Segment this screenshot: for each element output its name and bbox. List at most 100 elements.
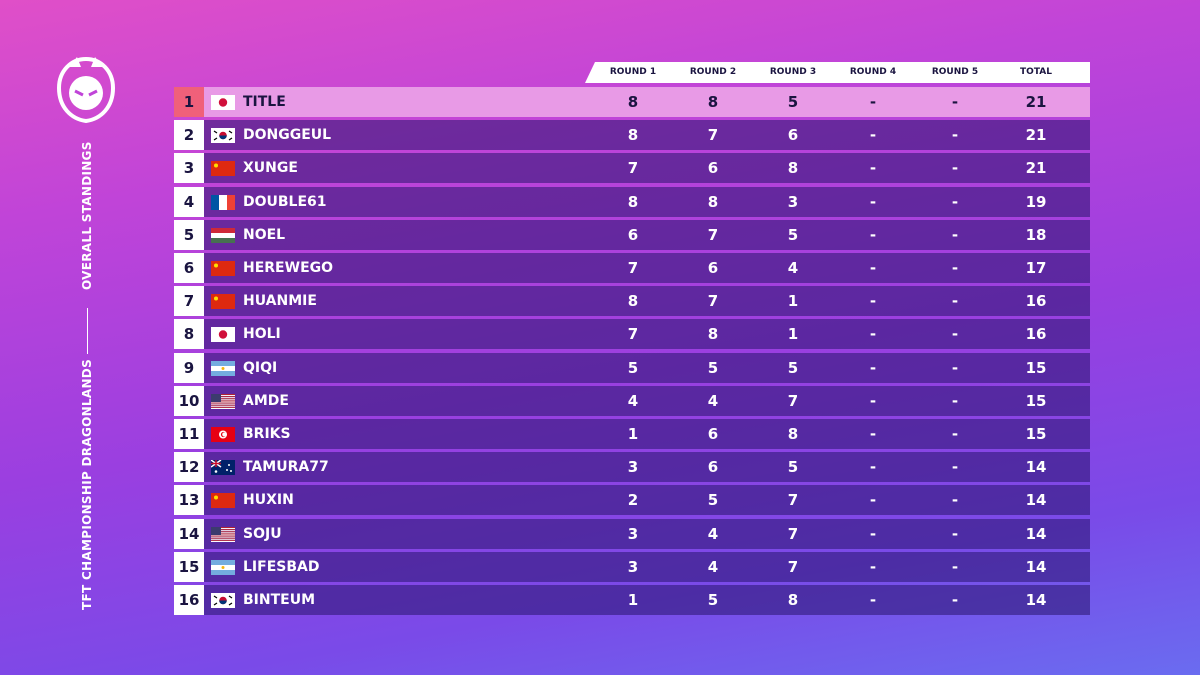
round-points: 7 bbox=[627, 325, 639, 344]
round-points: 7 bbox=[707, 225, 719, 244]
standing-row: 11 BRIKS 1 6 8 - - 15 bbox=[174, 419, 1090, 449]
total-points: 18 bbox=[1025, 225, 1047, 244]
round-points: 6 bbox=[707, 159, 719, 178]
round-points: - bbox=[951, 93, 959, 111]
round-points: - bbox=[951, 126, 959, 145]
sidebar: OVERALL STANDINGS TFT CHAMPIONSHIP DRAGO… bbox=[0, 0, 175, 675]
round-points: 6 bbox=[707, 458, 719, 477]
round-points: 5 bbox=[787, 458, 799, 477]
country-flag bbox=[211, 227, 235, 243]
round-points: - bbox=[869, 391, 877, 410]
round-points: 6 bbox=[787, 126, 799, 145]
country-flag bbox=[211, 327, 235, 343]
round-points: 2 bbox=[627, 491, 639, 510]
total-points: 15 bbox=[1025, 391, 1047, 410]
total-points: 15 bbox=[1025, 425, 1047, 443]
column-header: ROUND 5 bbox=[931, 67, 979, 77]
standing-row: 5 NOEL 6 7 5 - - 18 bbox=[174, 219, 1090, 250]
player-name: NOEL bbox=[243, 226, 286, 243]
round-points: 6 bbox=[707, 259, 719, 277]
rank: 11 bbox=[174, 419, 204, 449]
round-points: 1 bbox=[627, 425, 639, 443]
rank: 10 bbox=[174, 385, 204, 416]
player-name: LIFESBAD bbox=[243, 558, 320, 575]
sidebar-title: TFT CHAMPIONSHIP DRAGONLANDS bbox=[80, 358, 94, 610]
country-flag bbox=[211, 360, 235, 376]
column-header: ROUND 3 bbox=[769, 67, 817, 77]
standing-row: 15 LIFESBAD 3 4 7 - - 14 bbox=[174, 551, 1090, 582]
standing-row: 9 QIQI 5 5 5 - - 15 bbox=[174, 352, 1090, 383]
round-points: 8 bbox=[627, 192, 639, 211]
round-points: 4 bbox=[707, 557, 719, 576]
round-points: - bbox=[869, 591, 877, 609]
table-header: ROUND 1 ROUND 2 ROUND 3 ROUND 4 ROUND 5 TOTAL bbox=[585, 62, 1090, 83]
round-points: 8 bbox=[707, 325, 719, 344]
round-points: - bbox=[951, 159, 959, 178]
round-points: 3 bbox=[627, 557, 639, 576]
total-points: 17 bbox=[1025, 259, 1047, 277]
round-points: 8 bbox=[627, 292, 639, 311]
round-points: - bbox=[951, 192, 959, 211]
total-points: 21 bbox=[1025, 126, 1047, 145]
player-name: QIQI bbox=[243, 359, 278, 376]
player-name: SOJU bbox=[243, 525, 282, 542]
standing-row: 14 SOJU 3 4 7 - - 14 bbox=[174, 518, 1090, 549]
round-points: 7 bbox=[707, 126, 719, 145]
round-points: - bbox=[869, 524, 877, 543]
round-points: 3 bbox=[787, 192, 799, 211]
country-flag bbox=[210, 459, 235, 476]
country-flag bbox=[211, 128, 235, 144]
player-name: AMDE bbox=[243, 392, 289, 409]
standing-row: 3 XUNGE 7 6 8 - - 21 bbox=[174, 153, 1090, 184]
country-flag bbox=[211, 261, 235, 276]
country-flag bbox=[211, 559, 235, 575]
total-points: 14 bbox=[1025, 491, 1047, 510]
round-points: 8 bbox=[787, 159, 799, 178]
round-points: 4 bbox=[707, 524, 719, 543]
country-flag bbox=[211, 161, 235, 177]
round-points: - bbox=[869, 159, 877, 178]
standing-row: 12 TAMURA77 3 6 5 - - 14 bbox=[174, 452, 1090, 483]
rank: 7 bbox=[174, 286, 204, 317]
round-points: 1 bbox=[787, 292, 799, 311]
player-name: XUNGE bbox=[243, 160, 298, 177]
player-name: HUANMIE bbox=[243, 293, 317, 310]
round-points: - bbox=[869, 292, 877, 311]
standing-row: 4 DOUBLE61 8 8 3 - - 19 bbox=[174, 186, 1090, 217]
round-points: - bbox=[951, 491, 959, 510]
country-flag bbox=[211, 393, 235, 409]
round-points: 7 bbox=[787, 557, 799, 576]
rank: 3 bbox=[174, 153, 204, 184]
total-points: 19 bbox=[1025, 192, 1047, 211]
column-header: ROUND 2 bbox=[689, 67, 737, 77]
round-points: 5 bbox=[707, 358, 719, 377]
round-points: 5 bbox=[627, 358, 639, 377]
standing-row: 6 HEREWEGO 7 6 4 - - 17 bbox=[174, 253, 1090, 283]
round-points: 8 bbox=[707, 192, 719, 211]
round-points: - bbox=[951, 292, 959, 311]
standing-row: 13 HUXIN 2 5 7 - - 14 bbox=[174, 485, 1090, 516]
round-points: 4 bbox=[627, 391, 639, 410]
round-points: 5 bbox=[707, 491, 719, 510]
total-points: 14 bbox=[1025, 557, 1047, 576]
round-points: 5 bbox=[787, 93, 799, 111]
rank: 16 bbox=[174, 585, 204, 615]
round-points: - bbox=[869, 93, 877, 111]
logo bbox=[56, 56, 116, 124]
round-points: - bbox=[869, 225, 877, 244]
country-flag bbox=[211, 427, 235, 442]
round-points: - bbox=[951, 425, 959, 443]
round-points: - bbox=[869, 458, 877, 477]
player-name: HOLI bbox=[243, 326, 281, 343]
round-points: 5 bbox=[787, 225, 799, 244]
rank: 2 bbox=[174, 120, 204, 151]
standing-row: 16 BINTEUM 1 5 8 - - 14 bbox=[174, 585, 1090, 615]
standing-row: 7 HUANMIE 8 7 1 - - 16 bbox=[174, 286, 1090, 317]
country-flag bbox=[211, 294, 235, 310]
total-points: 21 bbox=[1025, 159, 1047, 178]
round-points: - bbox=[869, 126, 877, 145]
round-points: 8 bbox=[787, 425, 799, 443]
total-points: 16 bbox=[1025, 325, 1047, 344]
round-points: 5 bbox=[787, 358, 799, 377]
